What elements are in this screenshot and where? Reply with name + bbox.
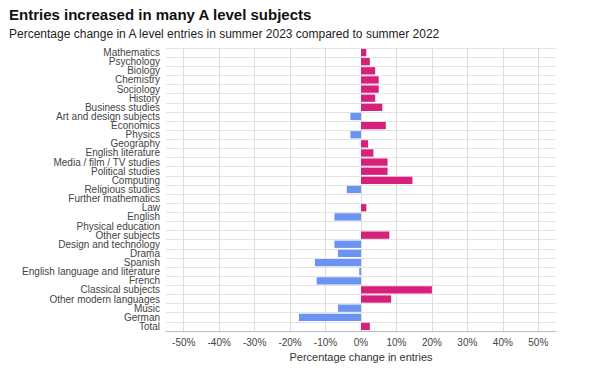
svg-text:Physics: Physics [125,129,160,141]
svg-text:Computing: Computing [111,174,160,186]
svg-text:Other modern languages: Other modern languages [49,293,160,305]
svg-text:Percentage change in A level e: Percentage change in A level entries in … [9,27,440,41]
svg-text:-40%: -40% [208,337,231,348]
svg-text:10%: 10% [386,337,406,348]
svg-text:Classical subjects: Classical subjects [80,284,160,296]
svg-text:-10%: -10% [314,337,337,348]
svg-text:Economics: Economics [111,120,160,132]
svg-text:Entries increased in many A le: Entries increased in many A level subjec… [9,6,311,23]
svg-text:-30%: -30% [243,337,266,348]
svg-text:Biology: Biology [127,65,160,77]
svg-text:30%: 30% [457,337,477,348]
svg-text:French: French [128,275,160,287]
svg-text:Business studies: Business studies [85,101,160,113]
svg-text:Percentage change in entries: Percentage change in entries [289,351,433,363]
svg-text:Art and design subjects: Art and design subjects [56,111,160,122]
svg-text:Drama: Drama [130,247,160,259]
svg-text:German: German [123,311,160,323]
svg-text:Geography: Geography [110,138,160,150]
svg-text:Further mathematics: Further mathematics [68,193,160,205]
svg-text:Media / film / TV studies: Media / film / TV studies [53,156,160,168]
svg-text:English: English [127,211,160,223]
svg-text:Mathematics: Mathematics [103,47,160,59]
svg-text:-50%: -50% [172,337,195,348]
svg-text:English language and literatur: English language and literature [22,266,160,278]
svg-text:Physical education: Physical education [76,220,160,232]
svg-text:Other subjects: Other subjects [95,229,160,241]
svg-text:History: History [128,92,160,104]
svg-text:Design and technology: Design and technology [58,238,160,250]
svg-text:Law: Law [141,202,160,214]
svg-text:50%: 50% [528,337,548,348]
svg-text:Psychology: Psychology [108,56,160,68]
svg-text:Political studies: Political studies [91,165,160,177]
svg-text:Music: Music [133,302,160,314]
svg-text:40%: 40% [493,337,513,348]
svg-text:20%: 20% [422,337,442,348]
svg-text:Spanish: Spanish [123,257,160,268]
svg-text:Chemistry: Chemistry [115,74,160,86]
svg-text:0%: 0% [354,337,369,348]
svg-text:English literature: English literature [85,147,160,159]
svg-text:Sociology: Sociology [116,83,160,95]
svg-text:Total: Total [139,321,160,332]
svg-text:Religious studies: Religious studies [84,184,160,195]
svg-text:-20%: -20% [278,337,301,348]
